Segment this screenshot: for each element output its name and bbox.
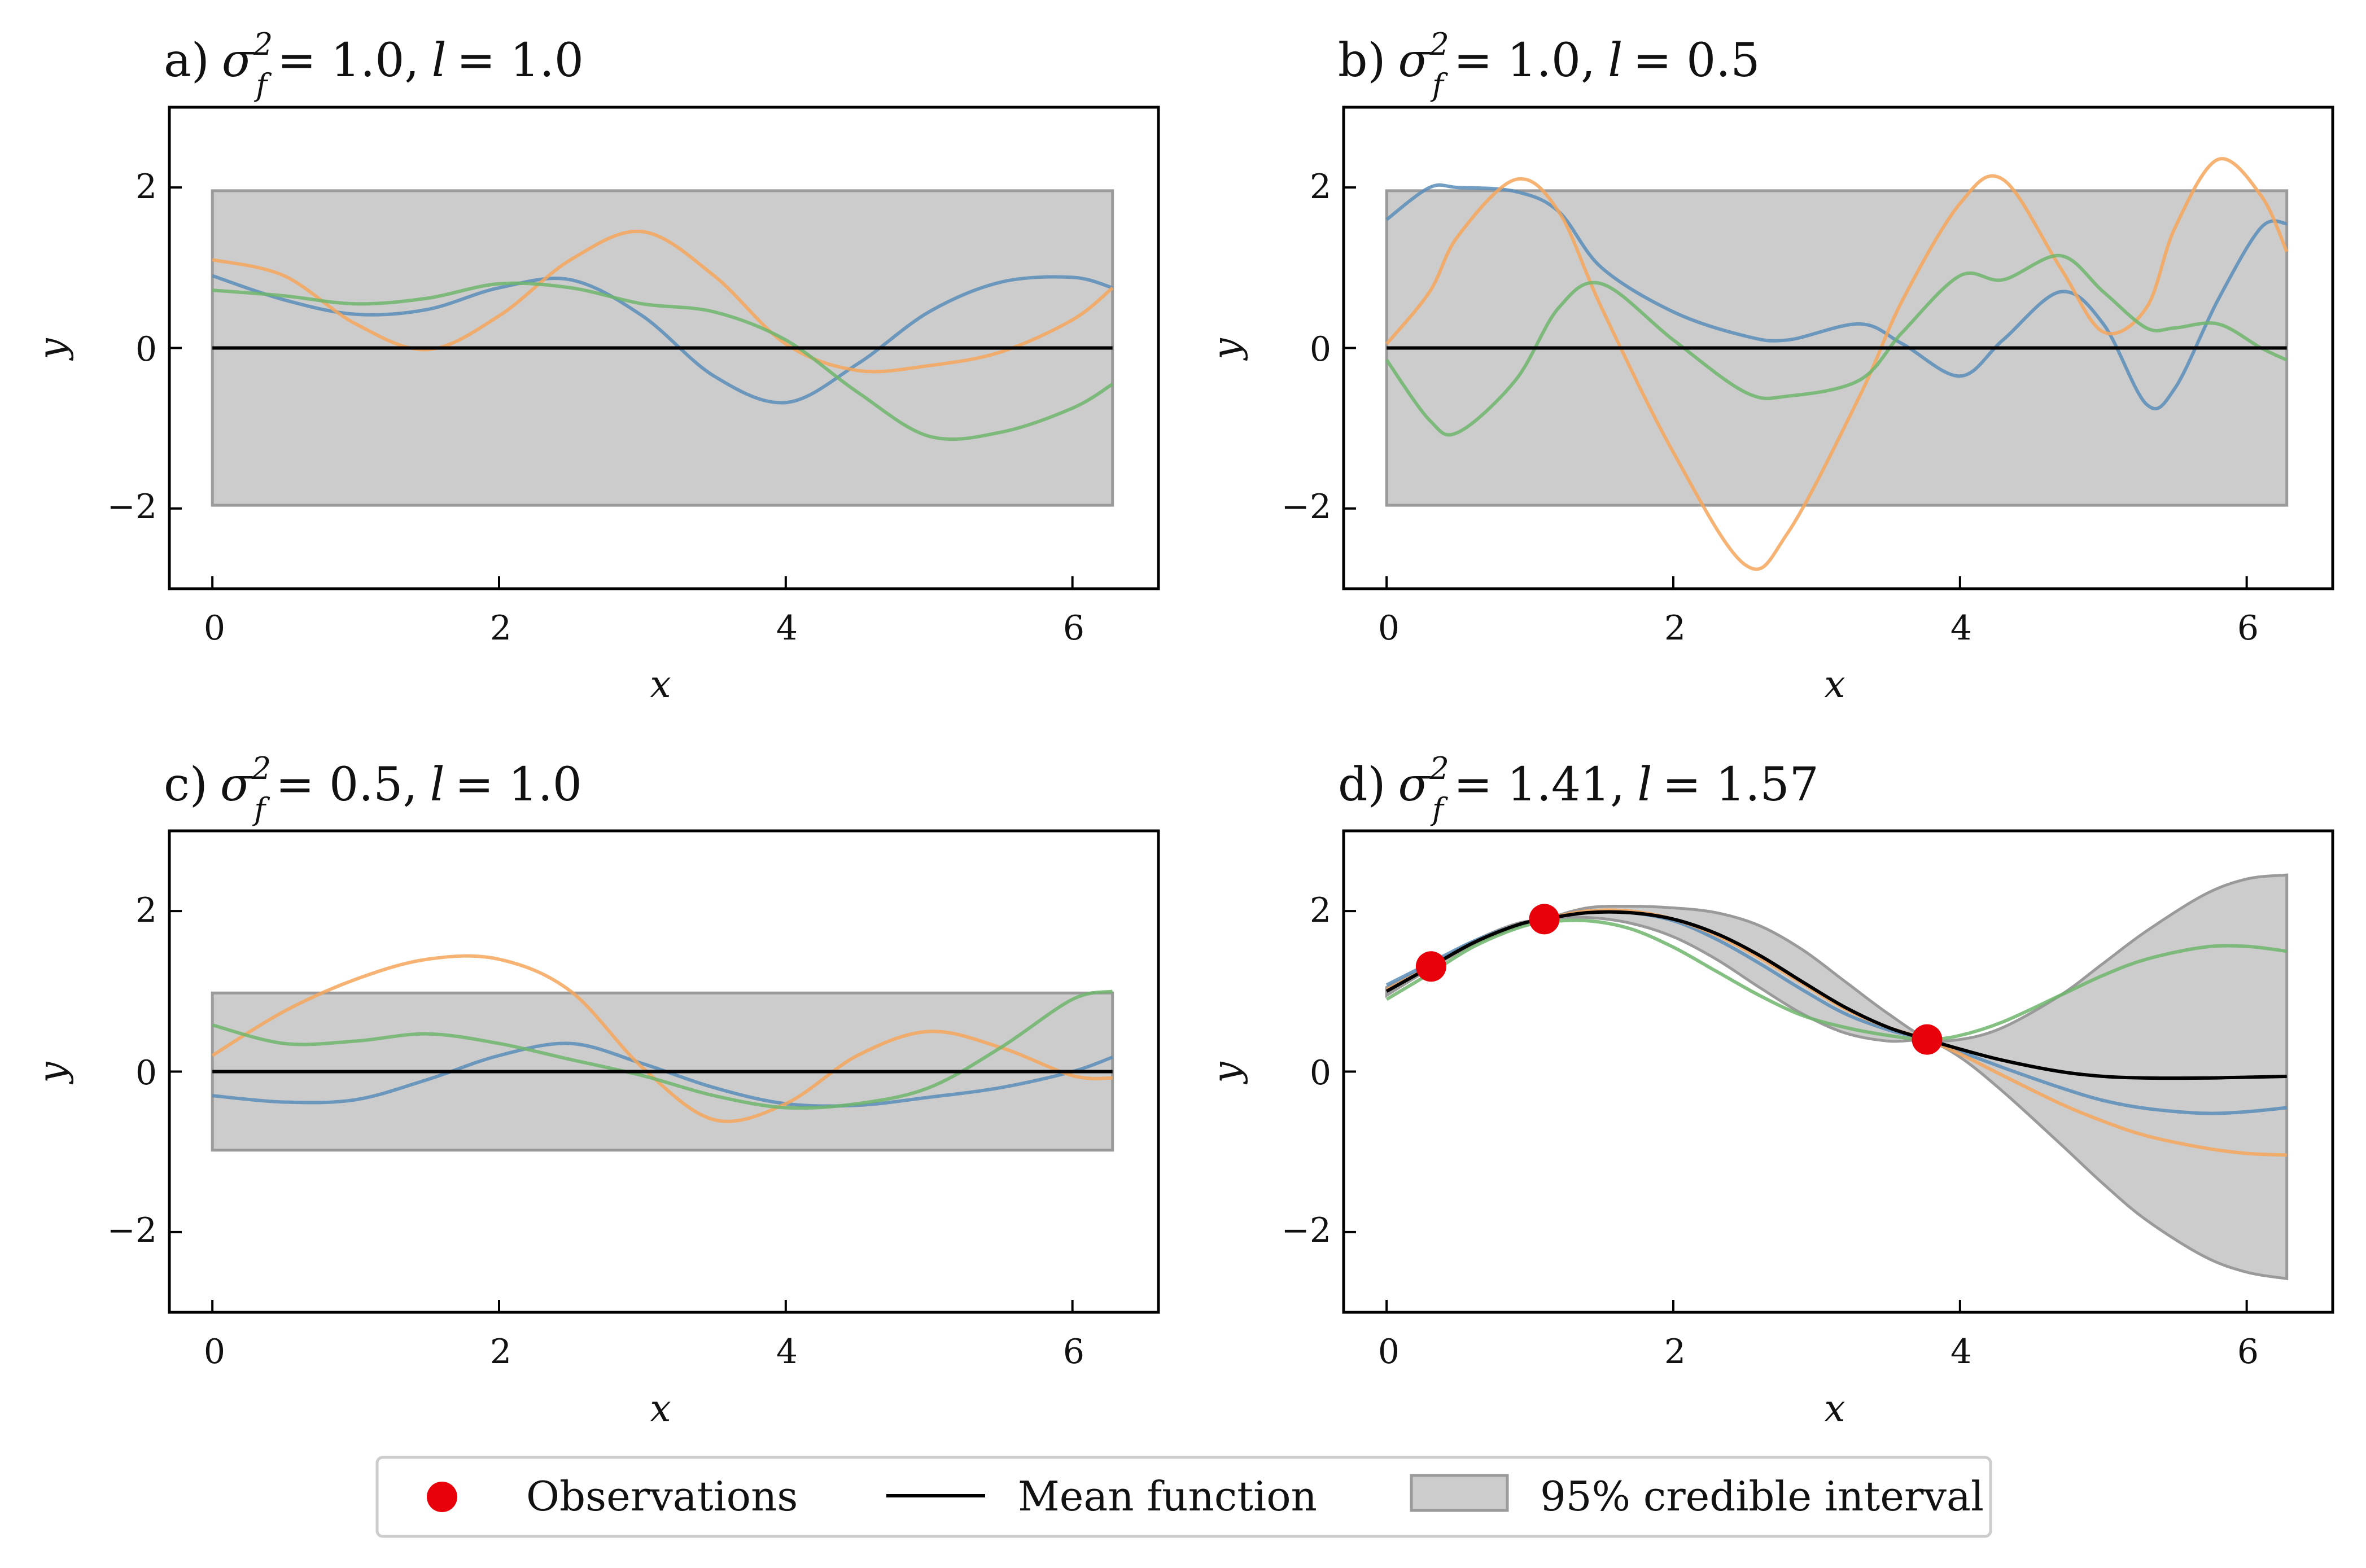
- panel-b-title: b) σ2 f = 1.0, l = 0.5: [1338, 27, 1760, 103]
- panel-a-series-3: [212, 281, 1114, 441]
- panel-c-xtick-label-3: 6: [1063, 1332, 1084, 1372]
- panel-c-title-l: l: [430, 758, 445, 812]
- panel-c-ytick-label-0: −2: [107, 1211, 157, 1250]
- panel-a-xtick-label-1: 2: [490, 608, 511, 648]
- panel-d-xlabel: x: [1824, 1387, 1845, 1430]
- panel-a-title-l: l: [431, 34, 446, 87]
- panel-a-series-1: [212, 274, 1113, 405]
- panel-a-title-sub: f: [253, 67, 272, 103]
- panel-c-title-eq-sigma: = 0.5,: [275, 758, 417, 812]
- panel-b-plot-area: [1342, 106, 2334, 590]
- panel-b-title-l: l: [1608, 34, 1622, 87]
- panel-d-title-eq-sigma: = 1.41,: [1454, 758, 1625, 812]
- panel-d-observation-3: [1912, 1024, 1943, 1055]
- panel-d-xtick-label-2: 4: [1950, 1332, 1972, 1372]
- panel-d-observation-2: [1529, 904, 1560, 935]
- panel-a-xtick-label-0: 0: [204, 608, 225, 648]
- panel-a-title-eq-sigma: = 1.0,: [277, 34, 419, 87]
- panel-d-title-sigma: σ: [1398, 758, 1431, 812]
- panel-c-title-prefix: c): [164, 758, 208, 812]
- panel-b-xtick-label-0: 0: [1378, 608, 1400, 648]
- panel-d-title-sub: f: [1430, 791, 1448, 827]
- panel-d-mean-line: [1385, 910, 2287, 1080]
- panel-b-title-sup: 2: [1429, 27, 1449, 62]
- panel-a: a) σ2 f = 1.0, l = 1.0 x y 0 2 4 6 −2 0 2: [30, 27, 1160, 706]
- panel-d-xtick-label-1: 2: [1664, 1332, 1686, 1372]
- panel-c-title: c) σ2 f = 0.5, l = 1.0: [164, 751, 582, 827]
- panel-d-title-eq-l: = 1.57: [1662, 758, 1818, 812]
- panel-d-ytick-label-0: −2: [1282, 1211, 1331, 1250]
- panel-c: c) σ2 f = 0.5, l = 1.0 x y 0 2 4 6 −2 0 2: [30, 751, 1160, 1430]
- legend-observations-marker: [427, 1482, 457, 1512]
- panel-c-ytick-label-1: 0: [135, 1053, 157, 1093]
- panel-c-xlabel: x: [650, 1387, 671, 1430]
- panel-a-xtick-label-2: 4: [776, 608, 798, 648]
- panel-a-title: a) σ2 f = 1.0, l = 1.0: [164, 27, 584, 103]
- panel-c-title-sup: 2: [251, 751, 271, 786]
- panel-d-ytick-label-2: 2: [1310, 891, 1331, 930]
- panel-a-title-prefix: a): [164, 34, 209, 87]
- panel-a-title-eq-l: = 1.0: [457, 34, 584, 87]
- panel-c-xtick-label-0: 0: [204, 1332, 225, 1372]
- legend-interval-label: 95% credible interval: [1540, 1473, 1984, 1520]
- panel-a-xlabel: x: [650, 663, 671, 706]
- panel-b-xtick-label-2: 4: [1950, 608, 1972, 648]
- legend-frame: [375, 1456, 1992, 1538]
- panel-d-title: d) σ2 f = 1.41, l = 1.57: [1338, 751, 1819, 827]
- panel-c-series-3: [212, 989, 1113, 1110]
- panel-b-ylabel: y: [1205, 338, 1248, 361]
- panel-b-xtick-label-3: 6: [2237, 608, 2259, 648]
- panel-c-series-2: [211, 954, 1113, 1123]
- panel-a-title-sigma: σ: [222, 34, 255, 87]
- panel-a-ytick-label-1: 0: [135, 330, 157, 369]
- panel-b-title-sub: f: [1430, 67, 1448, 103]
- panel-c-xtick-label-1: 2: [490, 1332, 511, 1372]
- panel-a-ytick-label-0: −2: [107, 487, 157, 527]
- panel-b-xlabel: x: [1824, 663, 1845, 706]
- panel-a-series-2: [212, 229, 1114, 374]
- panel-b-series-3: [1385, 253, 2288, 437]
- panel-b-title-prefix: b): [1338, 34, 1385, 87]
- legend-observations-label: Observations: [526, 1473, 798, 1520]
- panel-b-ytick-label-1: 0: [1310, 330, 1331, 369]
- panel-c-ylabel: y: [30, 1062, 74, 1085]
- panel-d-xtick-label-3: 6: [2237, 1332, 2259, 1372]
- panel-a-ylabel: y: [30, 338, 74, 361]
- panel-b: b) σ2 f = 1.0, l = 0.5 x y 0 2 4 6 −2 0 2: [1205, 27, 2334, 706]
- panel-d-series-3: [1385, 918, 2288, 1041]
- panel-d: d) σ2 f = 1.41, l = 1.57 x y 0 2 4 6 −2 0 2: [1205, 751, 2334, 1430]
- panel-b-title-sigma: σ: [1398, 34, 1431, 87]
- panel-b-series-2: [1385, 157, 2289, 571]
- panel-a-title-sup: 2: [253, 27, 273, 62]
- panel-d-xtick-label-0: 0: [1378, 1332, 1400, 1372]
- panel-a-ytick-label-2: 2: [135, 167, 157, 207]
- panel-c-title-sub: f: [252, 791, 270, 827]
- legend: Observations Mean function 95% credible …: [375, 1456, 1992, 1538]
- panel-c-xtick-label-2: 4: [776, 1332, 798, 1372]
- panel-d-ylabel: y: [1205, 1062, 1248, 1085]
- panel-d-title-l: l: [1637, 758, 1652, 812]
- panel-a-plot-area: [168, 106, 1160, 590]
- panel-d-title-prefix: d): [1338, 758, 1385, 812]
- panel-d-title-sup: 2: [1429, 751, 1449, 786]
- panel-c-title-sigma: σ: [220, 758, 253, 812]
- panel-c-plot-area: [168, 829, 1160, 1314]
- panel-d-ytick-label-1: 0: [1310, 1053, 1331, 1093]
- panel-d-observation-1: [1415, 951, 1446, 982]
- panel-d-plot-area: [1342, 829, 2334, 1314]
- panel-c-ytick-label-2: 2: [135, 891, 157, 930]
- panel-b-title-eq-sigma: = 1.0,: [1454, 34, 1595, 87]
- legend-interval-swatch: [1410, 1474, 1509, 1512]
- panel-c-title-eq-l: = 1.0: [455, 758, 582, 812]
- panel-b-xtick-label-1: 2: [1664, 608, 1686, 648]
- panel-b-ytick-label-0: −2: [1282, 487, 1331, 527]
- panel-a-xtick-label-3: 6: [1063, 608, 1084, 648]
- panel-b-title-eq-l: = 0.5: [1633, 34, 1760, 87]
- panel-b-ytick-label-2: 2: [1310, 167, 1331, 207]
- legend-mean-label: Mean function: [1018, 1473, 1317, 1520]
